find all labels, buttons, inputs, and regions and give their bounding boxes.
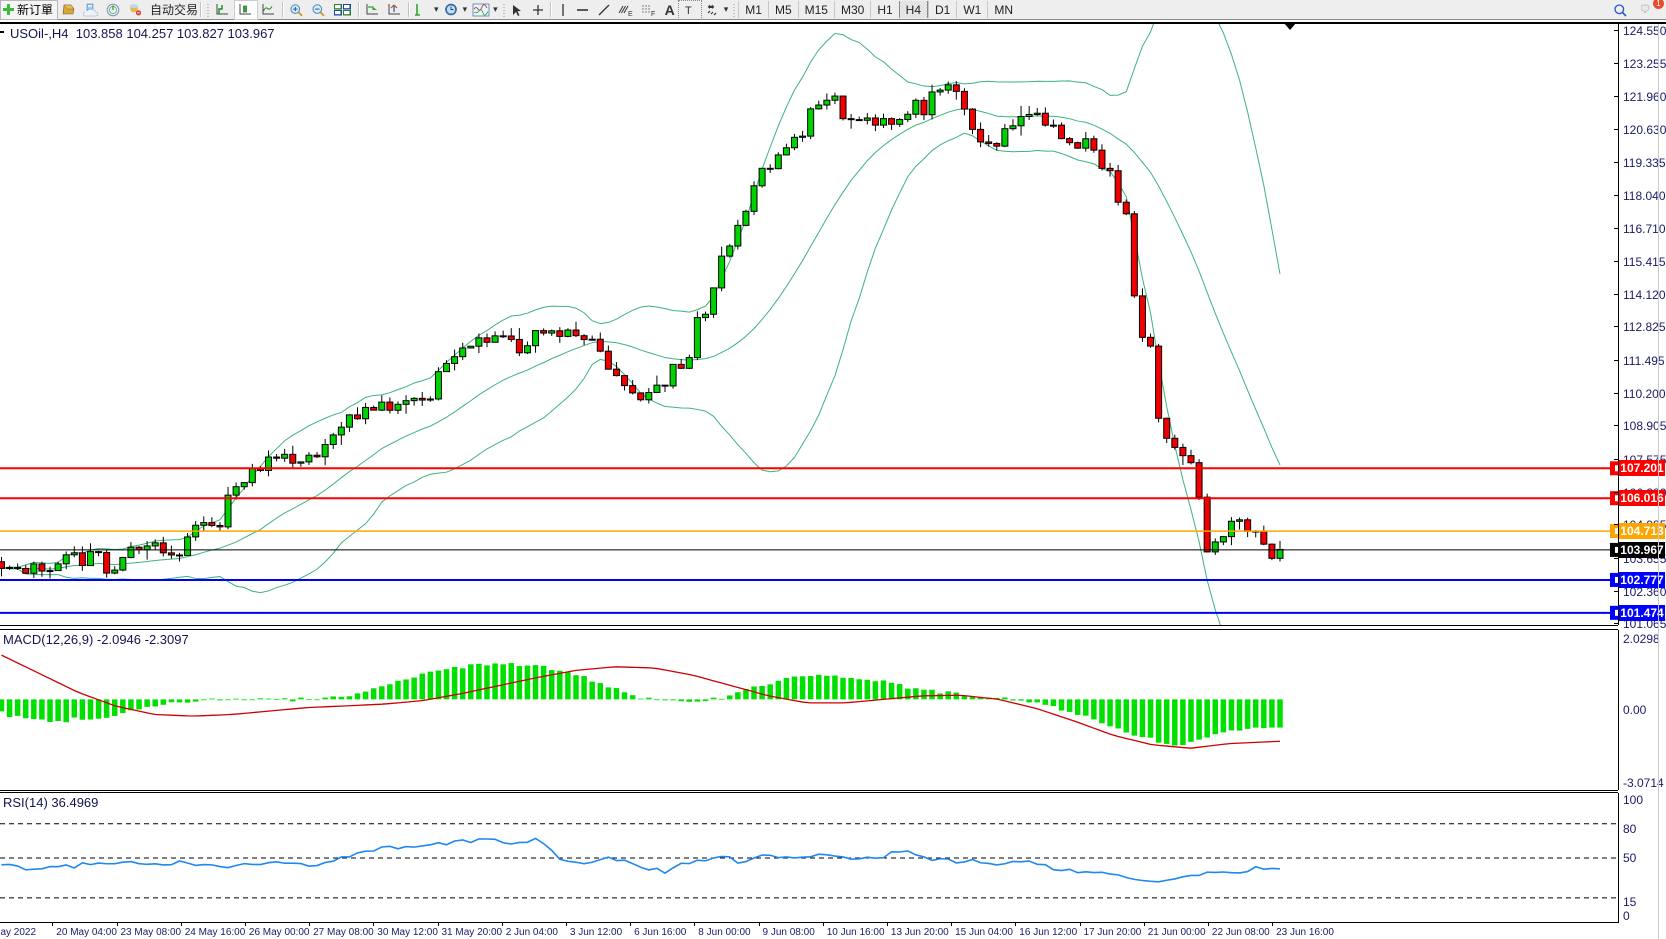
svg-text:T: T	[685, 5, 692, 17]
svg-text:E: E	[628, 11, 633, 17]
svg-text:F: F	[651, 11, 655, 17]
